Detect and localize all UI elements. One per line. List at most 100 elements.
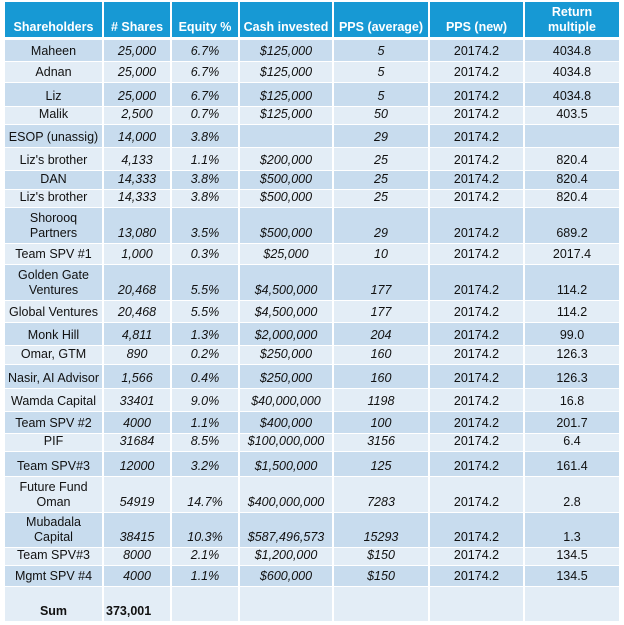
- cell-pps-average: 25: [334, 148, 428, 171]
- column-header-cash-invested: Cash invested: [240, 2, 332, 40]
- table-row: Nasir, AI Advisor 1,566 0.4% $250,000 160 201…: [5, 365, 619, 389]
- cell-cash-invested: $400,000: [240, 412, 332, 434]
- cell-cash-invested: $500,000: [240, 208, 332, 244]
- cell-pps-new: 20174.2: [430, 389, 523, 412]
- cell-return-multiple: 2017.4: [525, 244, 619, 265]
- cell-pps-new: 20174.2: [430, 346, 523, 365]
- cell-shareholder: Team SPV#3: [5, 548, 102, 566]
- cell-equity: 3.8%: [172, 190, 238, 208]
- cell-pps-average: 10: [334, 244, 428, 265]
- cell-shareholder: Adnan: [5, 62, 102, 83]
- cell-shares: 4,133: [104, 148, 170, 171]
- cell-cash-invested: $4,500,000: [240, 301, 332, 323]
- cell-return-multiple: 4034.8: [525, 62, 619, 83]
- cell-shareholder: PIF: [5, 434, 102, 452]
- cell-pps-new: 20174.2: [430, 548, 523, 566]
- cell-pps-new: 20174.2: [430, 148, 523, 171]
- empty-cell: [240, 587, 332, 622]
- column-header-equity: Equity %: [172, 2, 238, 40]
- cell-pps-new: 20174.2: [430, 40, 523, 62]
- cell-pps-new: 20174.2: [430, 477, 523, 513]
- cell-shares: 14,333: [104, 171, 170, 190]
- cell-pps-average: 1198: [334, 389, 428, 412]
- table-row: Omar, GTM 890 0.2% $250,000 160 20174.2 126.3: [5, 346, 619, 365]
- table-row: Adnan 25,000 6.7% $125,000 5 20174.2 4034.8: [5, 62, 619, 83]
- cell-shares: 1,000: [104, 244, 170, 265]
- cell-cash-invested: $1,500,000: [240, 452, 332, 477]
- cell-pps-new: 20174.2: [430, 412, 523, 434]
- table-row: Malik 2,500 0.7% $125,000 50 20174.2 403.5: [5, 107, 619, 125]
- cell-shareholder: Mgmt SPV #4: [5, 566, 102, 587]
- cell-return-multiple: 99.0: [525, 323, 619, 346]
- cell-shareholder: Team SPV #1: [5, 244, 102, 265]
- cell-pps-new: 20174.2: [430, 208, 523, 244]
- cell-shareholder: Mubadala Capital: [5, 513, 102, 548]
- table-row: Team SPV #1 1,000 0.3% $25,000 10 20174.2 2017…: [5, 244, 619, 265]
- cell-equity: 5.5%: [172, 265, 238, 301]
- cell-return-multiple: 16.8: [525, 389, 619, 412]
- cell-shares: 25,000: [104, 83, 170, 107]
- table-row: Liz 25,000 6.7% $125,000 5 20174.2 4034.8: [5, 83, 619, 107]
- cell-return-multiple: 4034.8: [525, 83, 619, 107]
- cell-cash-invested: $250,000: [240, 365, 332, 389]
- table-row: Global Ventures 20,468 5.5% $4,500,000 177 20…: [5, 301, 619, 323]
- cell-equity: 5.5%: [172, 301, 238, 323]
- cell-pps-new: 20174.2: [430, 62, 523, 83]
- cell-return-multiple: 126.3: [525, 365, 619, 389]
- cell-equity: 1.1%: [172, 566, 238, 587]
- cell-shareholder: Wamda Capital: [5, 389, 102, 412]
- table-row: ESOP (unassig) 14,000 3.8% 29 20174.2: [5, 125, 619, 148]
- cell-pps-average: 100: [334, 412, 428, 434]
- cell-equity: 3.8%: [172, 125, 238, 148]
- cell-cash-invested: $125,000: [240, 40, 332, 62]
- cell-shares: 12000: [104, 452, 170, 477]
- table-row: PIF 31684 8.5% $100,000,000 3156 20174.2 6.4: [5, 434, 619, 452]
- cell-return-multiple: 114.2: [525, 301, 619, 323]
- cell-return-multiple: 1.3: [525, 513, 619, 548]
- empty-cell: [430, 587, 523, 622]
- empty-cell: [334, 587, 428, 622]
- cell-equity: 6.7%: [172, 83, 238, 107]
- cell-pps-average: 177: [334, 301, 428, 323]
- table-row: Maheen 25,000 6.7% $125,000 5 20174.2 4034.8: [5, 40, 619, 62]
- cell-shares: 14,333: [104, 190, 170, 208]
- cell-return-multiple: 820.4: [525, 171, 619, 190]
- table-row: Liz's brother 4,133 1.1% $200,000 25 20174.2 8…: [5, 148, 619, 171]
- cell-equity: 6.7%: [172, 40, 238, 62]
- table-row: Mubadala Capital 38415 10.3% $587,496,573 15…: [5, 513, 619, 548]
- cell-pps-average: 7283: [334, 477, 428, 513]
- cell-pps-average: 177: [334, 265, 428, 301]
- column-header-shareholder: Shareholders: [5, 2, 102, 40]
- cell-pps-average: 29: [334, 125, 428, 148]
- cell-equity: 6.7%: [172, 62, 238, 83]
- cell-equity: 1.1%: [172, 148, 238, 171]
- cell-pps-average: 160: [334, 346, 428, 365]
- cell-shares: 8000: [104, 548, 170, 566]
- cell-pps-average: $150: [334, 548, 428, 566]
- cell-shares: 25,000: [104, 40, 170, 62]
- empty-cell: [525, 587, 619, 622]
- cell-return-multiple: 820.4: [525, 190, 619, 208]
- cell-return-multiple: 126.3: [525, 346, 619, 365]
- cell-cash-invested: $500,000: [240, 171, 332, 190]
- cell-equity: 9.0%: [172, 389, 238, 412]
- cell-return-multiple: 134.5: [525, 566, 619, 587]
- cell-pps-average: 160: [334, 365, 428, 389]
- cell-pps-new: 20174.2: [430, 323, 523, 346]
- cell-return-multiple: [525, 125, 619, 148]
- cell-shares: 20,468: [104, 301, 170, 323]
- cell-pps-new: 20174.2: [430, 83, 523, 107]
- cell-equity: 0.7%: [172, 107, 238, 125]
- cell-shareholder: Team SPV #2: [5, 412, 102, 434]
- cell-shares: 54919: [104, 477, 170, 513]
- cell-return-multiple: 6.4: [525, 434, 619, 452]
- cell-cash-invested: $4,500,000: [240, 265, 332, 301]
- cell-pps-new: 20174.2: [430, 566, 523, 587]
- cell-cash-invested: $500,000: [240, 190, 332, 208]
- cell-shareholder: ESOP (unassig): [5, 125, 102, 148]
- sum-shares: 373,001: [104, 587, 170, 622]
- cell-cash-invested: $1,200,000: [240, 548, 332, 566]
- cell-shareholder: DAN: [5, 171, 102, 190]
- cell-equity: 8.5%: [172, 434, 238, 452]
- cell-shares: 4000: [104, 566, 170, 587]
